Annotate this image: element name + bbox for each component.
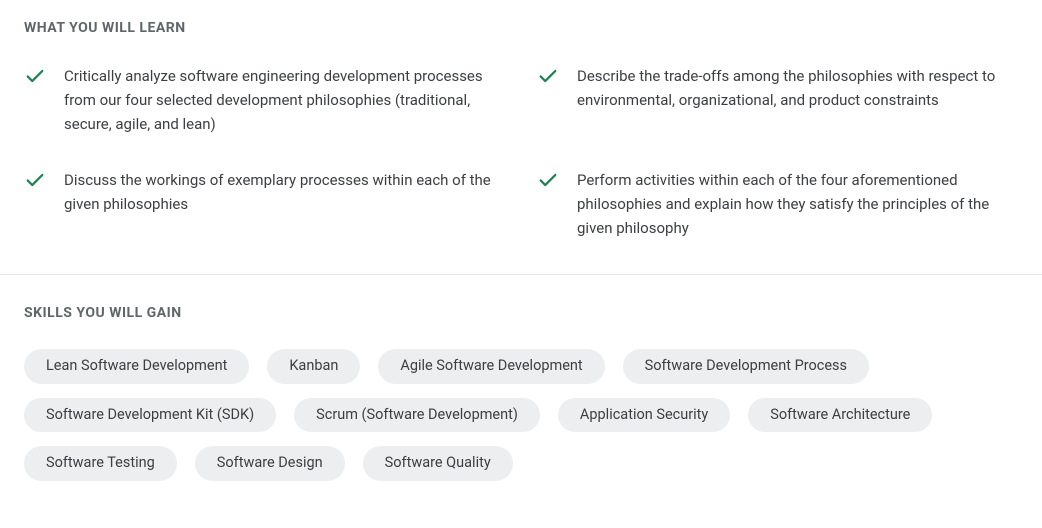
learn-heading: WHAT YOU WILL LEARN xyxy=(24,20,1018,36)
course-info-panel: WHAT YOU WILL LEARN Critically analyze s… xyxy=(0,0,1042,511)
learn-item: Perform activities within each of the fo… xyxy=(537,168,1018,240)
skill-pill[interactable]: Software Quality xyxy=(363,446,513,481)
learn-item-text: Discuss the workings of exemplary proces… xyxy=(64,168,494,216)
skill-pill[interactable]: Agile Software Development xyxy=(378,349,604,384)
skill-pill[interactable]: Software Testing xyxy=(24,446,177,481)
skills-heading: SKILLS YOU WILL GAIN xyxy=(24,305,1018,321)
check-icon xyxy=(537,65,559,87)
skills-you-will-gain-section: SKILLS YOU WILL GAIN Lean Software Devel… xyxy=(24,275,1018,481)
check-icon xyxy=(24,169,46,191)
skill-pill[interactable]: Software Architecture xyxy=(748,398,932,433)
check-icon xyxy=(24,65,46,87)
skill-pill[interactable]: Application Security xyxy=(558,398,730,433)
skill-pill[interactable]: Software Development Kit (SDK) xyxy=(24,398,276,433)
skill-pill[interactable]: Software Design xyxy=(195,446,345,481)
learn-item: Critically analyze software engineering … xyxy=(24,64,505,136)
what-you-will-learn-section: WHAT YOU WILL LEARN Critically analyze s… xyxy=(24,20,1018,240)
learn-grid: Critically analyze software engineering … xyxy=(24,64,1018,240)
skill-pill[interactable]: Scrum (Software Development) xyxy=(294,398,540,433)
learn-item: Discuss the workings of exemplary proces… xyxy=(24,168,505,240)
skill-pill[interactable]: Kanban xyxy=(267,349,360,384)
skill-pill[interactable]: Lean Software Development xyxy=(24,349,249,384)
learn-item-text: Describe the trade-offs among the philos… xyxy=(577,64,1007,112)
skill-pill[interactable]: Software Development Process xyxy=(623,349,869,384)
skills-pill-row: Lean Software Development Kanban Agile S… xyxy=(24,349,1018,481)
learn-item-text: Critically analyze software engineering … xyxy=(64,64,494,136)
check-icon xyxy=(537,169,559,191)
learn-item: Describe the trade-offs among the philos… xyxy=(537,64,1018,136)
learn-item-text: Perform activities within each of the fo… xyxy=(577,168,1007,240)
